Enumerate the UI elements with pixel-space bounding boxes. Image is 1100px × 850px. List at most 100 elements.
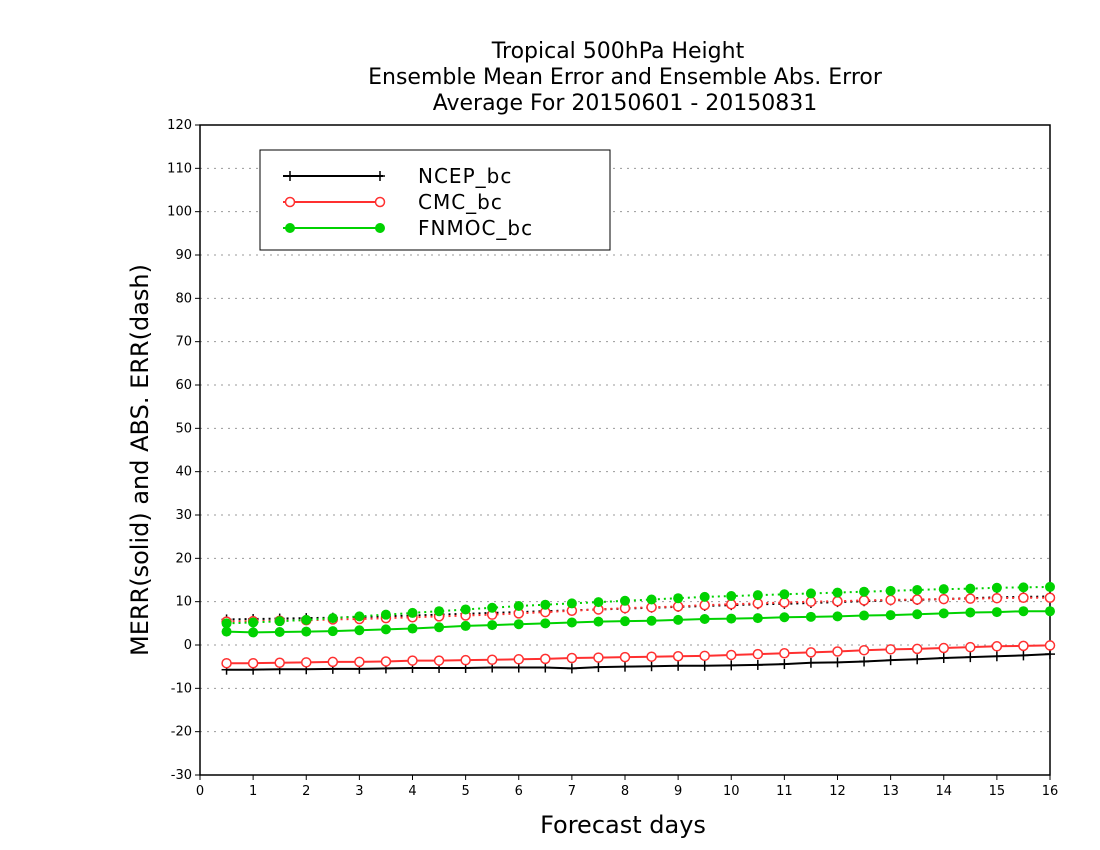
chart-title-line-3: Average For 20150601 - 20150831 (433, 91, 818, 116)
fnmoc-bc-merr-point (779, 612, 790, 623)
ncep-bc-merr-point (1045, 649, 1055, 660)
cmc-bc-merr-point (938, 642, 949, 654)
fnmoc-bc-merr-point (1045, 606, 1055, 617)
cmc-bc-merr-point (991, 641, 1003, 652)
ncep-bc-merr-point (832, 657, 843, 668)
ncep-bc-merr-point (885, 655, 896, 666)
fnmoc-bc-merr-point (673, 614, 684, 625)
x-tick-label: 0 (196, 784, 204, 799)
cmc-bc-merr-point (327, 656, 339, 668)
fnmoc-bc-abs-err-point (620, 595, 630, 606)
fnmoc-bc-abs-err-point (487, 602, 498, 613)
ncep-bc-merr-point (859, 656, 870, 667)
fnmoc-bc-merr-point (460, 620, 471, 631)
fnmoc-bc-merr-point (566, 617, 577, 628)
fnmoc-bc-merr-point (274, 627, 285, 637)
cmc-bc-abs-err-point (832, 595, 843, 607)
cmc-bc-abs-err-point (779, 597, 790, 608)
y-tick-label: 10 (175, 595, 192, 610)
fnmoc-bc-merr-point (965, 607, 976, 618)
ncep-bc-merr-point (646, 661, 657, 672)
x-tick-label: 12 (829, 784, 846, 799)
cmc-bc-merr-point (672, 651, 684, 662)
cmc-bc-abs-err-point (1044, 592, 1056, 604)
fnmoc-bc-abs-err-point (407, 607, 418, 618)
fnmoc-bc-merr-point (407, 623, 418, 634)
cmc-bc-merr-point (486, 654, 498, 665)
series (221, 581, 1056, 675)
cmc-bc-merr-point (911, 643, 923, 655)
fnmoc-bc-merr-point (434, 622, 445, 633)
fnmoc-bc-abs-err-point (832, 587, 843, 598)
ncep-bc-merr-point (620, 661, 630, 672)
fnmoc-bc-abs-err-point (779, 589, 790, 600)
x-tick-label: 10 (723, 784, 740, 799)
fnmoc-bc-abs-err-point (859, 586, 870, 597)
legend-marker-cmc-bc (374, 196, 386, 208)
gridlines (200, 167, 1050, 733)
y-axis-label: MERR(solid) and ABS. ERR(dash) (126, 264, 154, 656)
cmc-bc-merr-point (433, 655, 445, 666)
fnmoc-bc-abs-err-point (699, 591, 710, 602)
ncep-bc-merr-point (699, 660, 710, 671)
fnmoc-bc-merr-point (912, 609, 923, 620)
cmc-bc-merr-point (779, 647, 790, 659)
ncep-bc-merr-point (726, 660, 737, 671)
y-tick-label: 70 (175, 335, 192, 350)
fnmoc-bc-merr-point (593, 616, 604, 627)
y-tick-label: 90 (175, 248, 192, 263)
fnmoc-bc-abs-err-line (226, 585, 1051, 625)
fnmoc-bc-merr-point (620, 616, 630, 627)
y-tick-label: 110 (167, 161, 192, 176)
cmc-bc-merr-point (646, 651, 657, 662)
fnmoc-bc-abs-err-point (327, 613, 338, 624)
fnmoc-bc-merr-point (859, 610, 870, 621)
cmc-bc-merr-point (752, 648, 764, 660)
legend-label-ncep-bc: NCEP_bc (418, 164, 512, 188)
fnmoc-bc-merr-point (354, 625, 365, 636)
y-tick-label: 0 (184, 638, 192, 653)
fnmoc-bc-abs-err-point (513, 601, 524, 611)
fnmoc-bc-merr-point (646, 615, 657, 626)
ncep-bc-merr-point (1018, 650, 1029, 661)
cmc-bc-merr-point (885, 644, 896, 655)
x-tick-label: 13 (882, 784, 899, 799)
ncep-bc-merr-point (912, 654, 923, 665)
cmc-bc-merr-point (566, 652, 578, 664)
cmc-bc-merr-point (274, 657, 285, 669)
x-tick-label: 4 (408, 784, 416, 799)
x-tick-label: 11 (776, 784, 793, 799)
cmc-bc-abs-err-point (805, 596, 817, 607)
fnmoc-bc-abs-err-point (221, 618, 232, 629)
fnmoc-bc-merr-point (832, 611, 843, 622)
cmc-bc-merr-point (513, 654, 524, 665)
fnmoc-bc-abs-err-point (380, 609, 391, 620)
cmc-bc-merr-point (726, 649, 737, 661)
x-tick-label: 6 (515, 784, 523, 799)
y-tick-label: -20 (171, 725, 192, 740)
legend-marker-cmc-bc (284, 196, 296, 208)
cmc-bc-abs-err-point (858, 595, 870, 606)
fnmoc-bc-merr-point (885, 610, 896, 621)
x-tick-label: 8 (621, 784, 629, 799)
fnmoc-bc-merr-point (699, 614, 710, 624)
legend-entry-ncep-bc: NCEP_bc (283, 164, 512, 188)
fnmoc-bc-merr-point (1018, 606, 1029, 617)
cmc-bc-merr-point (832, 646, 843, 657)
fnmoc-bc-abs-err-point (752, 590, 763, 601)
fnmoc-bc-abs-err-point (965, 583, 976, 594)
ncep-bc-merr-point (593, 662, 604, 673)
y-tick-label: -10 (171, 681, 192, 696)
fnmoc-bc-abs-err-point (566, 598, 577, 609)
fnmoc-bc-abs-err-point (248, 617, 259, 628)
y-tick-label: 20 (175, 551, 192, 566)
legend-entry-cmc-bc: CMC_bc (283, 190, 503, 214)
x-tick-label: 15 (989, 784, 1006, 799)
ncep-bc-merr-point (991, 651, 1002, 662)
legend-label-cmc-bc: CMC_bc (418, 190, 503, 214)
cmc-bc-abs-err-point (726, 599, 737, 610)
x-tick-label: 16 (1042, 784, 1059, 799)
